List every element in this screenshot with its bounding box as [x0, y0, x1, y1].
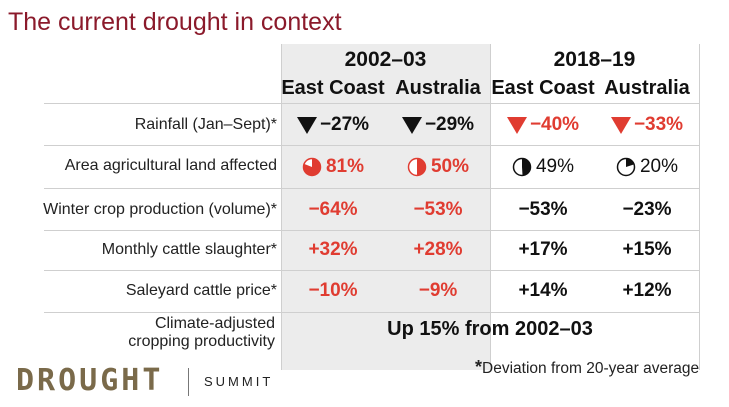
row-divider [44, 103, 699, 104]
footnote: *Deviation from 20-year average [475, 357, 700, 377]
period-2002-shading [281, 44, 490, 370]
table-cell: 81% [281, 152, 385, 182]
row-label-winter-crop: Winter crop production (volume)* [43, 201, 277, 218]
column-header: Australia [604, 77, 690, 99]
pie-icon [616, 157, 636, 177]
column-header: East Coast [281, 77, 385, 99]
climate-value: Up 15% from 2002–03 [387, 318, 593, 340]
table-cell: −10% [308, 280, 358, 301]
summit-logo: SUMMIT [204, 374, 274, 389]
row-label-rainfall: Rainfall (Jan–Sept)* [134, 116, 277, 133]
table-cell: −27% [281, 110, 385, 140]
row-label-climate: Climate-adjusted cropping productivity [128, 315, 275, 350]
column-header: East Coast [491, 77, 595, 99]
drought-logo: DROUGHT [16, 363, 164, 398]
table-cell: −9% [418, 280, 458, 301]
table-cell: −33% [595, 110, 699, 140]
table-cell: −64% [308, 199, 358, 220]
triangle-down-icon [401, 116, 422, 134]
row-divider [44, 188, 699, 189]
column-divider [490, 44, 491, 370]
table-cell: +32% [308, 239, 358, 260]
period-header-2002: 2002–03 [344, 48, 427, 71]
triangle-down-icon [506, 116, 527, 134]
column-divider [281, 44, 282, 370]
table-cell: +14% [518, 280, 568, 301]
table-cell: 49% [491, 152, 595, 182]
triangle-down-icon [296, 116, 317, 134]
row-divider [44, 230, 699, 231]
column-divider [699, 44, 700, 370]
table-cell: 50% [386, 152, 490, 182]
period-header-2018: 2018–19 [553, 48, 636, 71]
triangle-down-icon [610, 116, 631, 134]
row-divider [44, 270, 699, 271]
table-cell: −29% [386, 110, 490, 140]
table-cell: −53% [518, 199, 568, 220]
row-label-area: Area agricultural land affected [64, 157, 277, 174]
row-label-cattle-slaughter: Monthly cattle slaughter* [101, 241, 277, 258]
table-cell: −40% [491, 110, 595, 140]
row-divider [44, 145, 699, 146]
logo-divider [188, 368, 189, 396]
column-header: Australia [395, 77, 481, 99]
table-cell: +17% [518, 239, 568, 260]
pie-icon [302, 157, 322, 177]
row-divider [44, 312, 699, 313]
pie-icon [407, 157, 427, 177]
table-cell: −23% [622, 199, 672, 220]
table-cell: 20% [595, 152, 699, 182]
table-cell: +28% [413, 239, 463, 260]
table-cell: −53% [413, 199, 463, 220]
page-title: The current drought in context [8, 8, 342, 36]
pie-icon [512, 157, 532, 177]
table-cell: +15% [622, 239, 672, 260]
row-label-saleyard-price: Saleyard cattle price* [125, 282, 277, 299]
table-cell: +12% [622, 280, 672, 301]
